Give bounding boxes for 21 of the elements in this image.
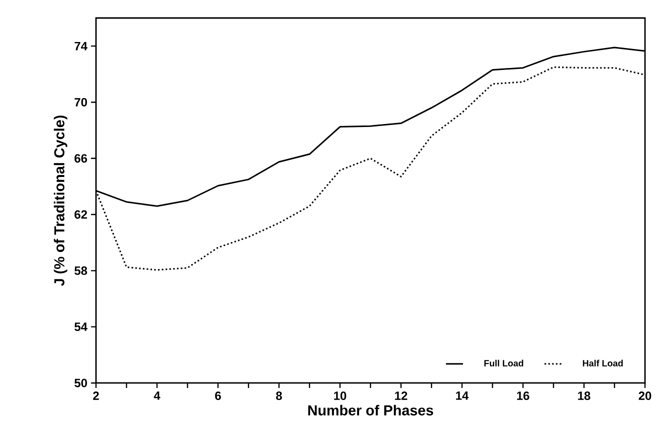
y-tick-label: 70 [74,98,87,106]
x-tick-label: 4 [154,392,160,400]
y-tick-label: 58 [74,266,88,275]
legend-label: Full Load [484,360,524,366]
y-tick-label: 62 [74,210,87,219]
x-tick-label: 16 [517,392,530,400]
x-axis-title: Number of Phases [308,404,434,416]
x-tick-label: 14 [456,392,469,400]
x-tick-label: 10 [334,392,346,400]
y-tick-label: 66 [74,154,88,163]
x-tick-label: 20 [638,392,652,400]
y-tick-label: 50 [74,378,87,388]
x-tick-label: 6 [215,392,221,400]
x-tick-label: 12 [395,392,408,400]
y-tick-label: 74 [74,42,88,50]
legend-label: Half Load [582,360,623,366]
y-tick-label: 54 [74,322,88,332]
x-tick-label: 18 [578,392,590,400]
y-axis-title: J (% of Traditional Cycle) [54,116,68,286]
x-tick-label: 8 [276,392,282,400]
x-tick-label: 2 [93,392,99,400]
